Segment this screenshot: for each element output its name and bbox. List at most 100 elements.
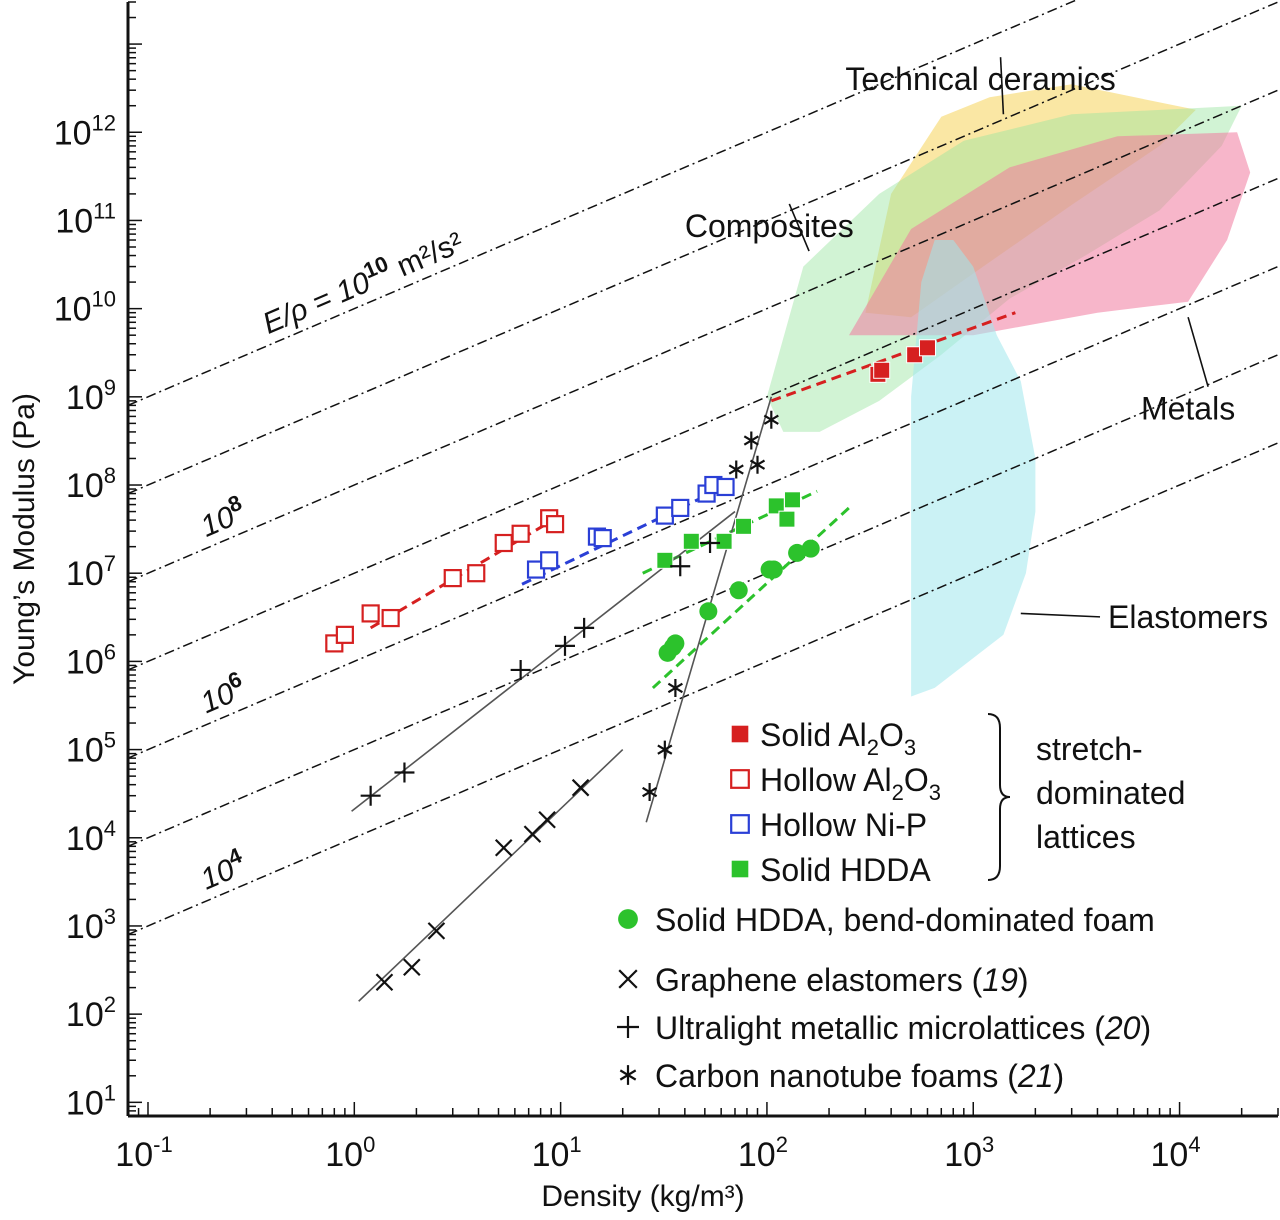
leader-line-technical-ceramics xyxy=(999,57,1005,115)
point-hollow-al-o-3 xyxy=(381,608,400,628)
guideline-label-1000000: 106 xyxy=(194,666,251,720)
legend-other-label-3: Carbon nanotube foams (21) xyxy=(655,1058,1064,1094)
bracket-label-line-1: dominated xyxy=(1036,775,1185,811)
point-solid-hdda-1 xyxy=(682,532,700,550)
point-carbon-nanotube-foams-21-5 xyxy=(749,455,766,474)
legend-label-0: Solid Al2O3 xyxy=(760,717,916,760)
legend-marker-0 xyxy=(730,724,750,744)
guideline-label-10000: 104 xyxy=(194,842,252,896)
point-solid-hdda-0 xyxy=(656,551,674,569)
point-graphene-elastomers-19-0 xyxy=(375,973,394,992)
y-tick-label: 104 xyxy=(66,816,116,858)
y-tick-label: 1011 xyxy=(55,198,116,240)
guideline-1000000 xyxy=(128,265,1279,759)
point-ultralight-metallic-microlattices-20-3 xyxy=(554,635,575,656)
fit-line-solid-al-o xyxy=(770,311,1016,403)
guideline-100000 xyxy=(128,354,1279,848)
y-tick-label: 1010 xyxy=(54,287,116,329)
point-graphene-elastomers-19-2 xyxy=(427,922,446,940)
point-solid-hdda-bend-dominated-foam-7 xyxy=(788,543,807,562)
legend-other-marker-2 xyxy=(617,1016,639,1038)
legend-other-label-2: Ultralight metallic microlattices (20) xyxy=(655,1010,1151,1046)
bracket-label-line-0: stretch- xyxy=(1036,731,1143,767)
point-solid-hdda-bend-dominated-foam-3 xyxy=(699,602,718,621)
region-label-elastomers: Elastomers xyxy=(1108,599,1268,635)
point-carbon-nanotube-foams-21-2 xyxy=(667,678,683,697)
point-solid-hdda-bend-dominated-foam-4 xyxy=(729,581,748,600)
legend-other-label-1: Graphene elastomers (19) xyxy=(655,962,1029,998)
point-hollow-al-o-7 xyxy=(511,524,530,543)
point-graphene-elastomers-19-3 xyxy=(494,839,513,857)
legend-marker-2 xyxy=(730,814,750,834)
guideline-10000000 xyxy=(128,177,1279,671)
x-tick-label: 103 xyxy=(944,1132,994,1174)
point-graphene-elastomers-19-6 xyxy=(571,778,590,797)
x-tick-label: 104 xyxy=(1151,1132,1201,1174)
y-tick-label: 109 xyxy=(66,375,116,417)
point-ultralight-metallic-microlattices-20-6 xyxy=(700,533,721,554)
point-hollow-al-o-6 xyxy=(494,533,513,553)
y-tick-label: 102 xyxy=(66,992,116,1034)
y-tick-label: 107 xyxy=(66,551,116,593)
point-ultralight-metallic-microlattices-20-2 xyxy=(510,659,531,680)
point-carbon-nanotube-foams-21-6 xyxy=(763,410,779,429)
point-solid-hdda-bend-dominated-foam-8 xyxy=(801,539,820,558)
point-graphene-elastomers-19-1 xyxy=(403,958,421,977)
point-solid-hdda-5 xyxy=(778,510,796,528)
point-solid-al-o-3 xyxy=(918,339,936,357)
point-ultralight-metallic-microlattices-20-5 xyxy=(670,556,691,577)
x-tick-label: 101 xyxy=(532,1132,582,1174)
x-axis-title: Density (kg/m³) xyxy=(541,1180,744,1213)
point-graphene-elastomers-19-5 xyxy=(538,810,556,829)
legend-label-3: Solid HDDA xyxy=(760,852,931,888)
y-tick-label: 106 xyxy=(66,639,116,681)
fit-line-solid-hdda-bend-dominated-foam xyxy=(651,503,854,690)
y-axis-title: Young’s Modulus (Pa) xyxy=(8,393,41,685)
y-tick-label: 101 xyxy=(66,1080,116,1122)
point-graphene-elastomers-19-4 xyxy=(523,825,542,843)
guideline-10000000000 xyxy=(128,0,1079,407)
leader-line-metals xyxy=(1187,316,1209,387)
point-carbon-nanotube-foams-21-0 xyxy=(642,783,658,802)
point-hollow-ni-p-5 xyxy=(671,498,690,518)
guideline-label-10000000000: E/ρ = 1010 m²/s² xyxy=(256,221,468,341)
guideline-100000000 xyxy=(128,89,1279,583)
leader-line-elastomers xyxy=(1020,612,1101,618)
y-tick-label: 103 xyxy=(66,904,116,946)
legend-other-marker-3 xyxy=(619,1065,637,1085)
legend-bracket xyxy=(987,713,1011,881)
region-label-metals: Metals xyxy=(1141,391,1235,427)
guideline-label-100000000: 108 xyxy=(194,490,251,544)
point-solid-hdda-3 xyxy=(735,517,753,535)
bracket-label-line-2: lattices xyxy=(1036,819,1136,855)
legend-marker-3 xyxy=(730,859,750,879)
point-hollow-ni-p-1 xyxy=(540,551,559,570)
y-tick-label: 1012 xyxy=(54,110,116,152)
point-solid-al-o-1 xyxy=(873,361,891,379)
leader-line-composites xyxy=(788,203,810,252)
specific-modulus-guidelines xyxy=(128,0,1279,936)
region-label-composites: Composites xyxy=(685,208,854,244)
point-hollow-ni-p-3 xyxy=(593,529,612,548)
point-hollow-al-o-2 xyxy=(361,604,380,623)
point-hollow-ni-p-0 xyxy=(526,560,546,579)
point-hollow-al-o-4 xyxy=(443,569,462,588)
region-label-technical-ceramics: Technical ceramics xyxy=(845,61,1115,97)
legend-other-marker-1 xyxy=(618,969,638,989)
point-hollow-al-o-5 xyxy=(467,564,486,583)
point-ultralight-metallic-microlattices-20-1 xyxy=(394,762,415,783)
point-hollow-al-o-1 xyxy=(335,625,354,644)
x-tick-label: 100 xyxy=(325,1132,375,1174)
legend-label-2: Hollow Ni-P xyxy=(760,807,927,843)
point-solid-hdda-6 xyxy=(783,491,801,509)
data-points xyxy=(325,339,936,992)
point-ultralight-metallic-microlattices-20-0 xyxy=(360,785,381,806)
legend-marker-1 xyxy=(730,769,750,789)
x-tick-label: 102 xyxy=(738,1132,788,1174)
point-ultralight-metallic-microlattices-20-4 xyxy=(574,617,595,638)
point-carbon-nanotube-foams-21-3 xyxy=(728,460,744,479)
axes: 10-1 100 101 102 103 104 101 102 103 104 105 106 107… xyxy=(8,1,1279,1213)
point-solid-hdda-bend-dominated-foam-2 xyxy=(666,634,685,653)
point-carbon-nanotube-foams-21-4 xyxy=(743,431,759,450)
